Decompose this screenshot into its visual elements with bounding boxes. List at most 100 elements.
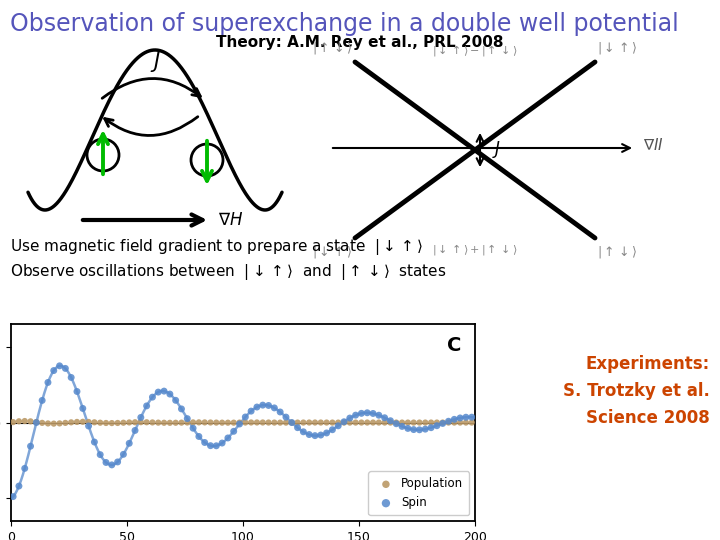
Population (449, 418, 460, 427)
Spin (187, 424, 199, 433)
Population (338, 418, 350, 427)
Spin (94, 450, 106, 459)
Spin (303, 430, 315, 439)
Population (356, 418, 367, 427)
Spin (402, 424, 413, 433)
Spin (286, 418, 297, 427)
Text: Theory: A.M. Rey et al., PRL 2008: Theory: A.M. Rey et al., PRL 2008 (216, 35, 504, 50)
Spin (344, 414, 356, 422)
Population (216, 418, 228, 427)
Population (246, 418, 257, 427)
Spin (106, 461, 117, 469)
Population (112, 418, 123, 427)
Population (402, 418, 413, 427)
Spin (48, 366, 60, 375)
Population (426, 418, 437, 427)
Population (66, 418, 77, 427)
Population (170, 418, 181, 427)
Population (333, 418, 344, 427)
Spin (77, 404, 89, 413)
Population (100, 418, 112, 427)
Population (13, 417, 24, 426)
FancyArrowPatch shape (104, 117, 198, 136)
Population (344, 418, 356, 427)
Text: Experiments:
S. Trotzky et al.
Science 2008: Experiments: S. Trotzky et al. Science 2… (563, 355, 710, 427)
Text: $|\downarrow\uparrow\rangle$: $|\downarrow\uparrow\rangle$ (597, 40, 638, 56)
Population (367, 418, 379, 427)
Population (176, 418, 187, 427)
Population (390, 418, 402, 427)
Spin (193, 432, 204, 441)
Text: Use magnetic field gradient to prepare a state  $|\downarrow\uparrow\rangle$: Use magnetic field gradient to prepare a… (10, 237, 423, 257)
Population (443, 418, 454, 427)
Spin (251, 403, 263, 411)
Spin (130, 426, 141, 435)
Spin (321, 429, 333, 437)
Text: Observe oscillations between  $|\downarrow\uparrow\rangle$  and  $|\uparrow\down: Observe oscillations between $|\downarro… (10, 262, 446, 282)
Text: $|\downarrow\uparrow\rangle + |\uparrow\downarrow\rangle$: $|\downarrow\uparrow\rangle + |\uparrow\… (432, 242, 518, 257)
Spin (100, 458, 112, 467)
Spin (257, 401, 269, 409)
Spin (66, 373, 77, 382)
Spin (333, 422, 344, 430)
Spin (13, 482, 24, 490)
Spin (408, 426, 420, 434)
Population (187, 418, 199, 427)
Population (361, 418, 373, 427)
Spin (228, 427, 240, 436)
Population (292, 418, 303, 427)
Population (297, 418, 309, 427)
Spin (158, 387, 170, 395)
Spin (112, 457, 123, 466)
Spin (19, 464, 30, 472)
Spin (350, 411, 361, 420)
Spin (164, 390, 176, 399)
Text: $|\downarrow\uparrow\rangle - |\uparrow\downarrow\rangle$: $|\downarrow\uparrow\rangle - |\uparrow\… (432, 43, 518, 58)
Spin (460, 413, 472, 422)
Text: $|\downarrow\uparrow\rangle$: $|\downarrow\uparrow\rangle$ (312, 244, 353, 260)
Spin (222, 434, 234, 442)
Text: C: C (447, 336, 462, 355)
Spin (338, 417, 350, 426)
Population (240, 418, 251, 427)
Population (350, 418, 361, 427)
Population (222, 418, 234, 427)
Population (454, 418, 466, 427)
Spin (123, 439, 135, 448)
Population (269, 418, 280, 427)
Text: $\nabla H$: $\nabla H$ (218, 211, 243, 229)
Spin (216, 438, 228, 447)
Spin (454, 414, 466, 422)
Population (274, 418, 286, 427)
Spin (443, 417, 454, 426)
Population (77, 417, 89, 426)
Spin (30, 418, 42, 427)
Spin (83, 422, 94, 430)
Spin (24, 442, 36, 450)
Population (321, 418, 333, 427)
Spin (263, 401, 274, 410)
Population (54, 419, 66, 428)
Spin (204, 441, 216, 450)
Spin (147, 393, 158, 401)
Spin (426, 423, 437, 432)
Spin (54, 361, 66, 370)
Population (153, 418, 164, 427)
Population (37, 418, 48, 427)
Population (315, 418, 327, 427)
Population (373, 418, 384, 427)
Population (130, 418, 141, 427)
Population (30, 418, 42, 427)
Spin (280, 413, 292, 421)
Spin (309, 431, 320, 440)
Population (280, 418, 292, 427)
Spin (449, 415, 460, 424)
Spin (240, 413, 251, 421)
Population (408, 418, 420, 427)
Spin (37, 396, 48, 405)
Text: $J$: $J$ (492, 139, 501, 160)
Spin (199, 438, 210, 447)
Population (460, 418, 472, 427)
Population (123, 418, 135, 427)
Spin (176, 404, 187, 413)
